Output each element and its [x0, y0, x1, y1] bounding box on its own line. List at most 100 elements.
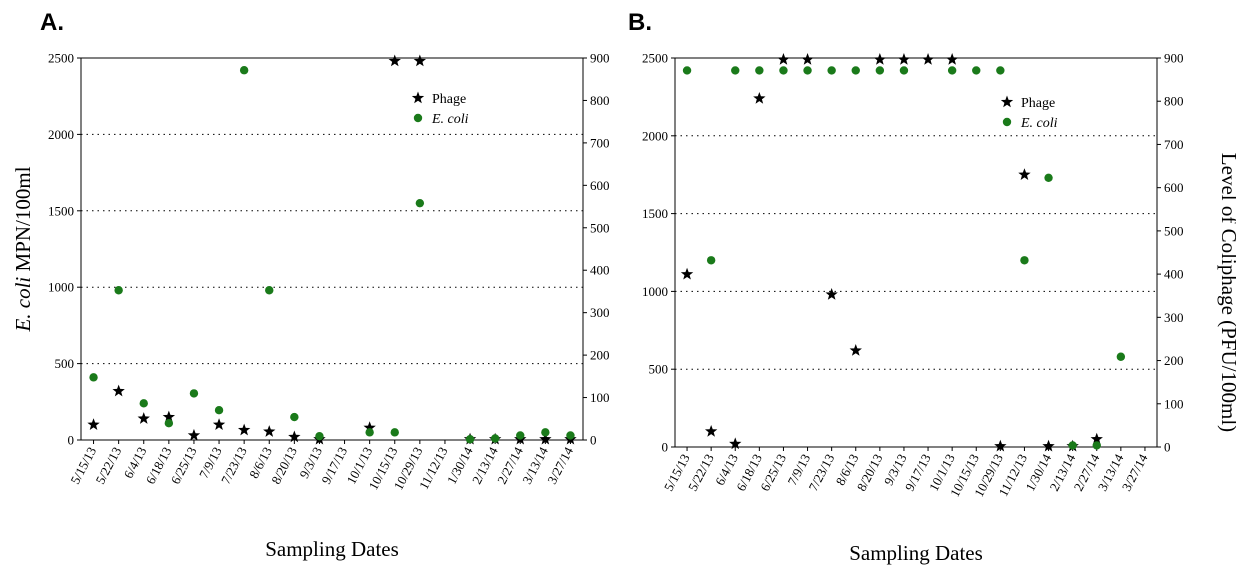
ecoli-point: [290, 412, 299, 422]
phage-point: [921, 53, 935, 65]
left-tick-label: 0: [68, 433, 75, 448]
ecoli-point: [1068, 441, 1077, 450]
phage-point: [112, 384, 125, 397]
right-tick-label: 400: [590, 263, 610, 278]
panel-label: B.: [628, 9, 652, 36]
left-tick-label: 2000: [642, 128, 668, 143]
ecoli-point: [899, 66, 909, 75]
left-tick-label: 1500: [48, 203, 74, 218]
left-tick-label: 0: [662, 440, 669, 455]
phage-point: [539, 432, 552, 445]
x-axis-title: Sampling Dates: [265, 537, 399, 561]
phage-point: [162, 410, 176, 423]
right-tick-label: 500: [1164, 223, 1184, 238]
ecoli-point: [803, 66, 812, 75]
ecoli-point: [827, 66, 836, 75]
ecoli-point: [851, 66, 860, 75]
right-tick-label: 600: [1164, 180, 1184, 195]
right-tick-label: 600: [590, 178, 610, 193]
phage-point: [187, 428, 201, 441]
right-tick-label: 200: [590, 348, 610, 363]
ecoli-point: [875, 66, 885, 75]
right-tick-label: 0: [1164, 440, 1171, 455]
ecoli-point: [566, 431, 575, 440]
ecoli-point: [164, 418, 174, 428]
legend-label: E. coli: [431, 112, 469, 127]
legend-circle-icon: [413, 113, 423, 123]
right-tick-label: 900: [1164, 51, 1184, 66]
ylabel-rest-part: MPN/100ml: [11, 166, 35, 276]
right-tick-label: 300: [1164, 310, 1184, 325]
phage-point: [1090, 432, 1103, 445]
right-y-axis-title: Level of Coliphage (PFU/100ml): [1217, 153, 1236, 432]
legend-label: Phage: [1021, 96, 1055, 111]
ecoli-point: [516, 431, 525, 440]
ecoli-point: [189, 389, 199, 398]
ecoli-point: [1116, 352, 1126, 361]
left-tick-label: 1500: [642, 206, 668, 221]
right-tick-label: 100: [1164, 396, 1184, 411]
ecoli-point: [1092, 441, 1101, 450]
left-tick-label: 1000: [48, 280, 74, 295]
ecoli-point: [465, 435, 475, 444]
phage-point: [237, 423, 251, 436]
right-tick-label: 0: [590, 433, 597, 448]
phage-point: [777, 53, 790, 65]
legend-label: E. coli: [1020, 116, 1058, 131]
ecoli-point: [114, 286, 123, 295]
ecoli-point: [490, 434, 500, 443]
ecoli-point: [996, 66, 1005, 75]
right-tick-label: 300: [590, 305, 610, 320]
phage-point: [825, 288, 838, 300]
phage-point: [680, 267, 694, 280]
left-y-axis-title: E. coli MPN/100ml: [11, 166, 35, 332]
ecoli-point: [89, 373, 98, 382]
phage-point: [753, 91, 766, 104]
right-tick-label: 900: [590, 51, 610, 66]
ecoli-point: [972, 66, 981, 75]
right-tick-label: 800: [1164, 94, 1184, 109]
ecoli-point: [1044, 173, 1053, 183]
left-tick-label: 2500: [48, 51, 74, 66]
ecoli-point: [214, 406, 224, 415]
ecoli-point: [947, 66, 957, 75]
legend-star-icon: [411, 91, 425, 104]
ecoli-point: [755, 66, 764, 75]
phage-point: [363, 421, 376, 434]
phage-point: [801, 53, 814, 65]
phage-point: [388, 54, 401, 67]
left-tick-label: 1000: [642, 284, 668, 299]
ecoli-point: [1020, 256, 1029, 265]
phage-point: [288, 430, 301, 443]
phage-point: [897, 53, 911, 65]
panel-label: A.: [40, 9, 64, 36]
left-tick-label: 2500: [642, 51, 668, 66]
ecoli-point: [139, 399, 148, 408]
ecoli-point: [315, 431, 324, 441]
x-tick-label: 3/27/14: [544, 444, 576, 487]
phage-point: [849, 344, 862, 356]
ecoli-point: [415, 198, 425, 208]
right-tick-label: 800: [590, 93, 610, 108]
phage-point: [945, 53, 959, 65]
phage-point: [729, 437, 742, 450]
right-tick-label: 400: [1164, 267, 1184, 282]
ecoli-point: [239, 66, 249, 75]
ecoli-point: [365, 428, 374, 437]
left-tick-label: 500: [649, 362, 669, 377]
right-tick-label: 100: [590, 390, 610, 405]
ecoli-point: [265, 286, 274, 295]
ecoli-point: [779, 66, 788, 75]
right-tick-label: 500: [590, 220, 610, 235]
right-tick-label: 700: [1164, 137, 1184, 152]
legend-circle-icon: [1002, 117, 1012, 127]
x-axis-title: Sampling Dates: [849, 541, 983, 565]
right-tick-label: 700: [590, 135, 610, 150]
phage-point: [137, 412, 150, 424]
right-tick-label: 200: [1164, 353, 1184, 368]
ecoli-point: [682, 66, 692, 75]
phage-point: [212, 418, 226, 430]
ecoli-point: [731, 66, 740, 75]
legend-star-icon: [1000, 95, 1014, 108]
